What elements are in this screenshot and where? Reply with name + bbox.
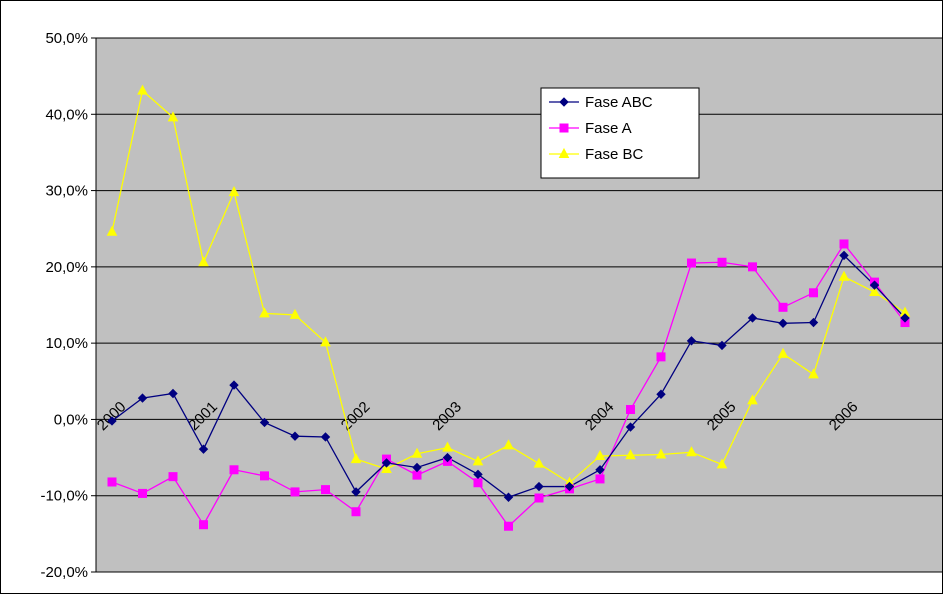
data-point-fase-a — [595, 474, 605, 484]
data-point-fase-a — [687, 258, 696, 268]
data-point-fase-bc — [411, 447, 423, 458]
data-point-fase-abc — [839, 250, 849, 261]
y-tick-label: 10,0% — [45, 335, 88, 352]
y-tick-label: 0,0% — [54, 411, 88, 428]
data-point-fase-bc — [289, 308, 301, 319]
data-point-fase-abc — [259, 417, 270, 428]
data-point-fase-abc — [351, 487, 361, 497]
data-point-fase-abc — [747, 313, 758, 323]
data-point-fase-a — [260, 471, 269, 481]
data-point-fase-a — [534, 493, 544, 503]
data-point-fase-bc — [594, 449, 606, 461]
data-point-fase-abc — [778, 318, 788, 329]
data-point-fase-a — [839, 239, 849, 249]
data-point-fase-a — [107, 477, 117, 487]
data-point-fase-abc — [442, 452, 453, 463]
legend-label: Fase BC — [585, 146, 644, 163]
data-point-fase-abc — [808, 317, 819, 328]
y-tick-label: -20,0% — [40, 564, 88, 581]
legend-marker — [559, 123, 569, 133]
data-point-fase-abc — [107, 416, 117, 426]
data-point-fase-abc — [503, 492, 514, 502]
data-point-fase-abc — [534, 481, 544, 492]
data-point-fase-bc — [838, 270, 850, 281]
data-point-fase-abc — [625, 422, 636, 432]
legend: Fase ABC Fase A Fase BC — [540, 87, 700, 179]
data-point-fase-bc — [686, 446, 697, 457]
data-point-fase-bc — [777, 347, 789, 358]
data-point-fase-abc — [473, 469, 483, 480]
data-point-fase-a — [168, 472, 178, 482]
legend-label: Fase ABC — [585, 94, 653, 111]
data-point-fase-bc — [442, 441, 453, 452]
data-point-fase-abc — [320, 432, 331, 442]
data-point-fase-abc — [137, 393, 148, 403]
data-point-fase-bc — [655, 448, 667, 459]
data-point-fase-abc — [564, 481, 575, 492]
data-point-fase-a — [229, 465, 239, 475]
data-point-fase-bc — [350, 453, 362, 464]
data-point-fase-bc — [747, 394, 758, 405]
data-point-fase-bc — [625, 449, 636, 460]
y-tick-label: 50,0% — [45, 30, 88, 47]
data-point-fase-a — [717, 257, 727, 267]
data-point-fase-abc — [595, 465, 605, 475]
plot-area — [95, 37, 942, 573]
data-point-fase-bc — [533, 457, 545, 468]
data-point-fase-a — [321, 485, 330, 495]
data-point-fase-bc — [167, 111, 179, 122]
y-tick-label: 20,0% — [45, 259, 88, 276]
data-point-fase-a — [626, 405, 635, 415]
data-point-fase-abc — [198, 444, 209, 454]
data-point-fase-bc — [869, 285, 880, 297]
data-point-fase-abc — [229, 380, 239, 390]
data-point-fase-bc — [137, 84, 148, 95]
data-point-fase-abc — [168, 388, 178, 399]
data-point-fase-abc — [900, 313, 910, 323]
data-point-fase-bc — [716, 458, 728, 469]
data-point-fase-bc — [320, 336, 331, 347]
data-point-fase-a — [412, 470, 422, 480]
data-point-fase-a — [504, 521, 513, 531]
data-point-fase-a — [290, 487, 300, 497]
data-point-fase-bc — [808, 368, 819, 379]
y-tick-label: -10,0% — [40, 488, 88, 505]
legend-marker — [558, 147, 570, 158]
data-point-fase-bc — [228, 186, 240, 197]
data-point-fase-bc — [503, 439, 514, 450]
data-point-fase-abc — [686, 336, 697, 346]
data-point-fase-bc — [198, 256, 209, 267]
data-point-fase-a — [138, 488, 147, 498]
data-point-fase-abc — [717, 340, 727, 351]
legend-label: Fase A — [585, 120, 632, 137]
data-point-fase-a — [473, 478, 483, 488]
data-point-fase-a — [351, 507, 361, 517]
data-point-fase-bc — [259, 307, 270, 318]
data-point-fase-abc — [290, 431, 300, 441]
data-point-fase-a — [809, 288, 818, 298]
legend-marker — [559, 97, 569, 107]
data-point-fase-bc — [106, 225, 118, 236]
data-point-fase-a — [199, 520, 208, 530]
data-point-fase-abc — [381, 458, 392, 468]
data-point-fase-abc — [412, 462, 422, 473]
y-tick-label: 30,0% — [45, 183, 88, 200]
data-point-fase-a — [778, 302, 788, 312]
data-point-fase-bc — [381, 462, 392, 474]
data-point-fase-abc — [656, 389, 666, 399]
data-point-fase-a — [656, 352, 666, 362]
y-tick-label: 40,0% — [45, 106, 88, 123]
data-point-fase-bc — [472, 455, 484, 466]
data-point-fase-abc — [869, 280, 880, 290]
data-point-fase-a — [748, 262, 757, 272]
